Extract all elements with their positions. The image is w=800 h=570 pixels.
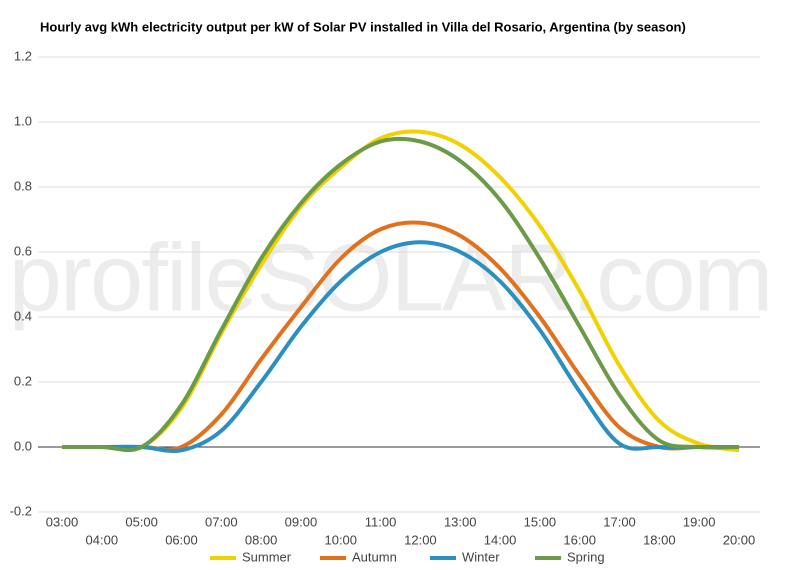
y-tick-label: 1.2 [14, 48, 32, 63]
y-tick-label: 0.2 [14, 373, 32, 388]
x-tick-label: 12:00 [404, 532, 437, 547]
y-tick-label: -0.2 [10, 503, 32, 518]
x-tick-label: 06:00 [165, 532, 198, 547]
x-tick-label: 14:00 [484, 532, 517, 547]
y-tick-label: 0.4 [14, 308, 32, 323]
legend-label: Autumn [352, 549, 397, 564]
x-tick-label: 08:00 [245, 532, 278, 547]
x-tick-label: 15:00 [524, 514, 557, 529]
line-series [62, 220, 739, 452]
x-tick-label: 09:00 [285, 514, 318, 529]
line-series [62, 240, 739, 453]
x-tick-label: 13:00 [444, 514, 477, 529]
x-tick-label: 17:00 [603, 514, 636, 529]
legend-item: Autumn [320, 549, 397, 564]
x-tick-label: 04:00 [86, 532, 119, 547]
x-tick-label: 03:00 [46, 514, 79, 529]
legend-label: Winter [462, 549, 500, 564]
y-tick-label: 0.6 [14, 243, 32, 258]
legend-item: Spring [535, 549, 605, 564]
line-series [62, 136, 740, 453]
x-tick-label: 11:00 [365, 514, 397, 529]
x-tick-label: 10:00 [324, 532, 357, 547]
y-tick-label: 0.8 [14, 178, 32, 193]
y-tick-label: 0.0 [14, 438, 32, 453]
x-tick-label: 20:00 [723, 532, 756, 547]
x-tick-label: 18:00 [643, 532, 676, 547]
watermark: profileSOLAR.com [9, 224, 772, 331]
legend-label: Spring [567, 549, 605, 564]
x-tick-label: 07:00 [205, 514, 238, 529]
legend-label: Summer [242, 549, 292, 564]
legend-item: Winter [430, 549, 500, 564]
legend-item: Summer [210, 549, 292, 564]
x-tick-label: 16:00 [563, 532, 596, 547]
chart-title: Hourly avg kWh electricity output per kW… [40, 19, 686, 34]
x-tick-label: 05:00 [125, 514, 158, 529]
y-tick-label: 1.0 [14, 113, 32, 128]
x-tick-label: 19:00 [683, 514, 716, 529]
